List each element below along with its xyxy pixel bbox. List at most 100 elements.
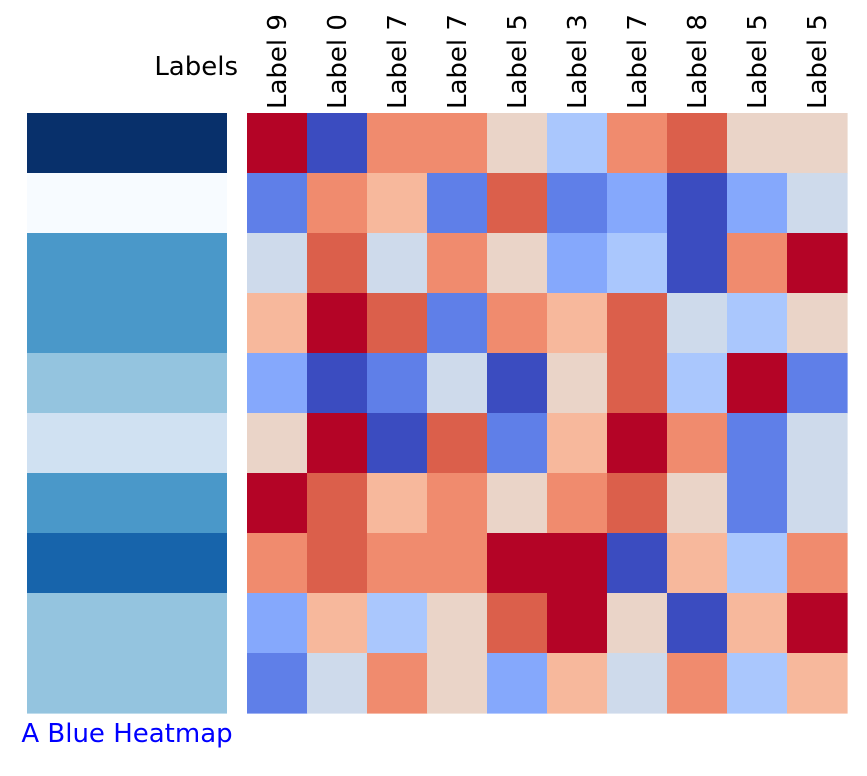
heatmap-cell: [307, 593, 368, 654]
column-tick-label: Label 5: [743, 14, 773, 109]
heatmap-cell: [727, 233, 788, 294]
heatmap-cell: [427, 293, 488, 354]
heatmap-cell: [307, 473, 368, 534]
heatmap-cell: [607, 413, 668, 474]
heatmap-cell: [667, 233, 728, 294]
heatmap-cell: [787, 653, 848, 714]
heatmap-cell: [607, 593, 668, 654]
column-tick-label: Label 9: [263, 14, 293, 109]
heatmap-cell: [727, 413, 788, 474]
heatmap-cell: [727, 173, 788, 234]
annotation-color-cell: [27, 113, 227, 174]
column-tick-label: Label 5: [503, 14, 533, 109]
heatmap-cell: [367, 113, 428, 174]
heatmap-cell: [427, 233, 488, 294]
heatmap-cell: [667, 293, 728, 354]
column-header-label: Labels: [154, 52, 238, 82]
heatmap-cell: [247, 353, 308, 414]
annotation-color-cell: [27, 413, 227, 474]
heatmap-cell: [487, 413, 548, 474]
heatmap-cell: [427, 473, 488, 534]
heatmap-cell: [307, 413, 368, 474]
column-tick-label: Label 3: [563, 14, 593, 109]
heatmap-cell: [607, 533, 668, 594]
heatmap-cell: [427, 653, 488, 714]
heatmap-cell: [607, 293, 668, 354]
heatmap-cell: [667, 653, 728, 714]
column-tick-label: Label 7: [443, 14, 473, 109]
heatmap-cell: [547, 293, 608, 354]
heatmap-cell: [787, 113, 848, 174]
heatmap-cell: [547, 353, 608, 414]
heatmap-cell: [427, 173, 488, 234]
heatmap-cell: [367, 593, 428, 654]
annotation-color-cell: [27, 473, 227, 534]
heatmap-cell: [607, 113, 668, 174]
annotation-color-cell: [27, 233, 227, 294]
heatmap-cell: [667, 353, 728, 414]
heatmap-cell: [787, 233, 848, 294]
heatmap-cell: [667, 113, 728, 174]
heatmap-cell: [547, 593, 608, 654]
annotation-color-cell: [27, 593, 227, 654]
heatmap-cell: [787, 413, 848, 474]
heatmap-cell: [307, 113, 368, 174]
annotation-color-cell: [27, 653, 227, 714]
heatmap-cell: [307, 293, 368, 354]
annotation-color-cell: [27, 293, 227, 354]
heatmap-cell: [307, 173, 368, 234]
heatmap-cell: [727, 593, 788, 654]
heatmap-cell: [247, 113, 308, 174]
heatmap-cell: [727, 653, 788, 714]
heatmap-cell: [547, 233, 608, 294]
heatmap-cell: [367, 473, 428, 534]
row-annotation-strip: [27, 113, 227, 714]
heatmap-cell: [487, 233, 548, 294]
heatmap-cell: [607, 173, 668, 234]
heatmap-cell: [547, 173, 608, 234]
heatmap-cell: [787, 353, 848, 414]
column-tick-label: Label 8: [683, 14, 713, 109]
heatmap-cell: [727, 533, 788, 594]
heatmap-cell: [667, 473, 728, 534]
heatmap-cell: [247, 533, 308, 594]
heatmap-cell: [427, 593, 488, 654]
heatmap-cell: [247, 293, 308, 354]
heatmap-cell: [787, 533, 848, 594]
heatmap-cell: [487, 173, 548, 234]
heatmap-cell: [247, 233, 308, 294]
heatmap-cell: [607, 233, 668, 294]
heatmap-cell: [367, 413, 428, 474]
annotation-title: A Blue Heatmap: [21, 719, 232, 749]
heatmap-cell: [427, 113, 488, 174]
heatmap-cell: [367, 293, 428, 354]
annotation-color-cell: [27, 353, 227, 414]
heatmap-cell: [487, 293, 548, 354]
heatmap-cell: [307, 353, 368, 414]
heatmap-cell: [727, 353, 788, 414]
heatmap-cell: [727, 473, 788, 534]
heatmap-cell: [547, 473, 608, 534]
column-tick-label: Label 7: [623, 14, 653, 109]
heatmap-cell: [547, 413, 608, 474]
heatmap-cell: [307, 653, 368, 714]
heatmap-cell: [787, 293, 848, 354]
heatmap-cell: [727, 293, 788, 354]
heatmap-cell: [547, 653, 608, 714]
heatmap-cell: [427, 413, 488, 474]
heatmap-cell: [247, 473, 308, 534]
heatmap-cell: [247, 593, 308, 654]
heatmap-cell: [247, 173, 308, 234]
heatmap-cell: [487, 473, 548, 534]
heatmap-cell: [427, 353, 488, 414]
heatmap-cell: [487, 113, 548, 174]
heatmap-cell: [787, 593, 848, 654]
heatmap-cell: [487, 653, 548, 714]
heatmap-cell: [367, 173, 428, 234]
heatmap-cell: [247, 413, 308, 474]
heatmap-cell: [427, 533, 488, 594]
heatmap-cell: [667, 533, 728, 594]
heatmap-cell: [367, 353, 428, 414]
heatmap-cell: [787, 473, 848, 534]
heatmap-cell: [487, 533, 548, 594]
